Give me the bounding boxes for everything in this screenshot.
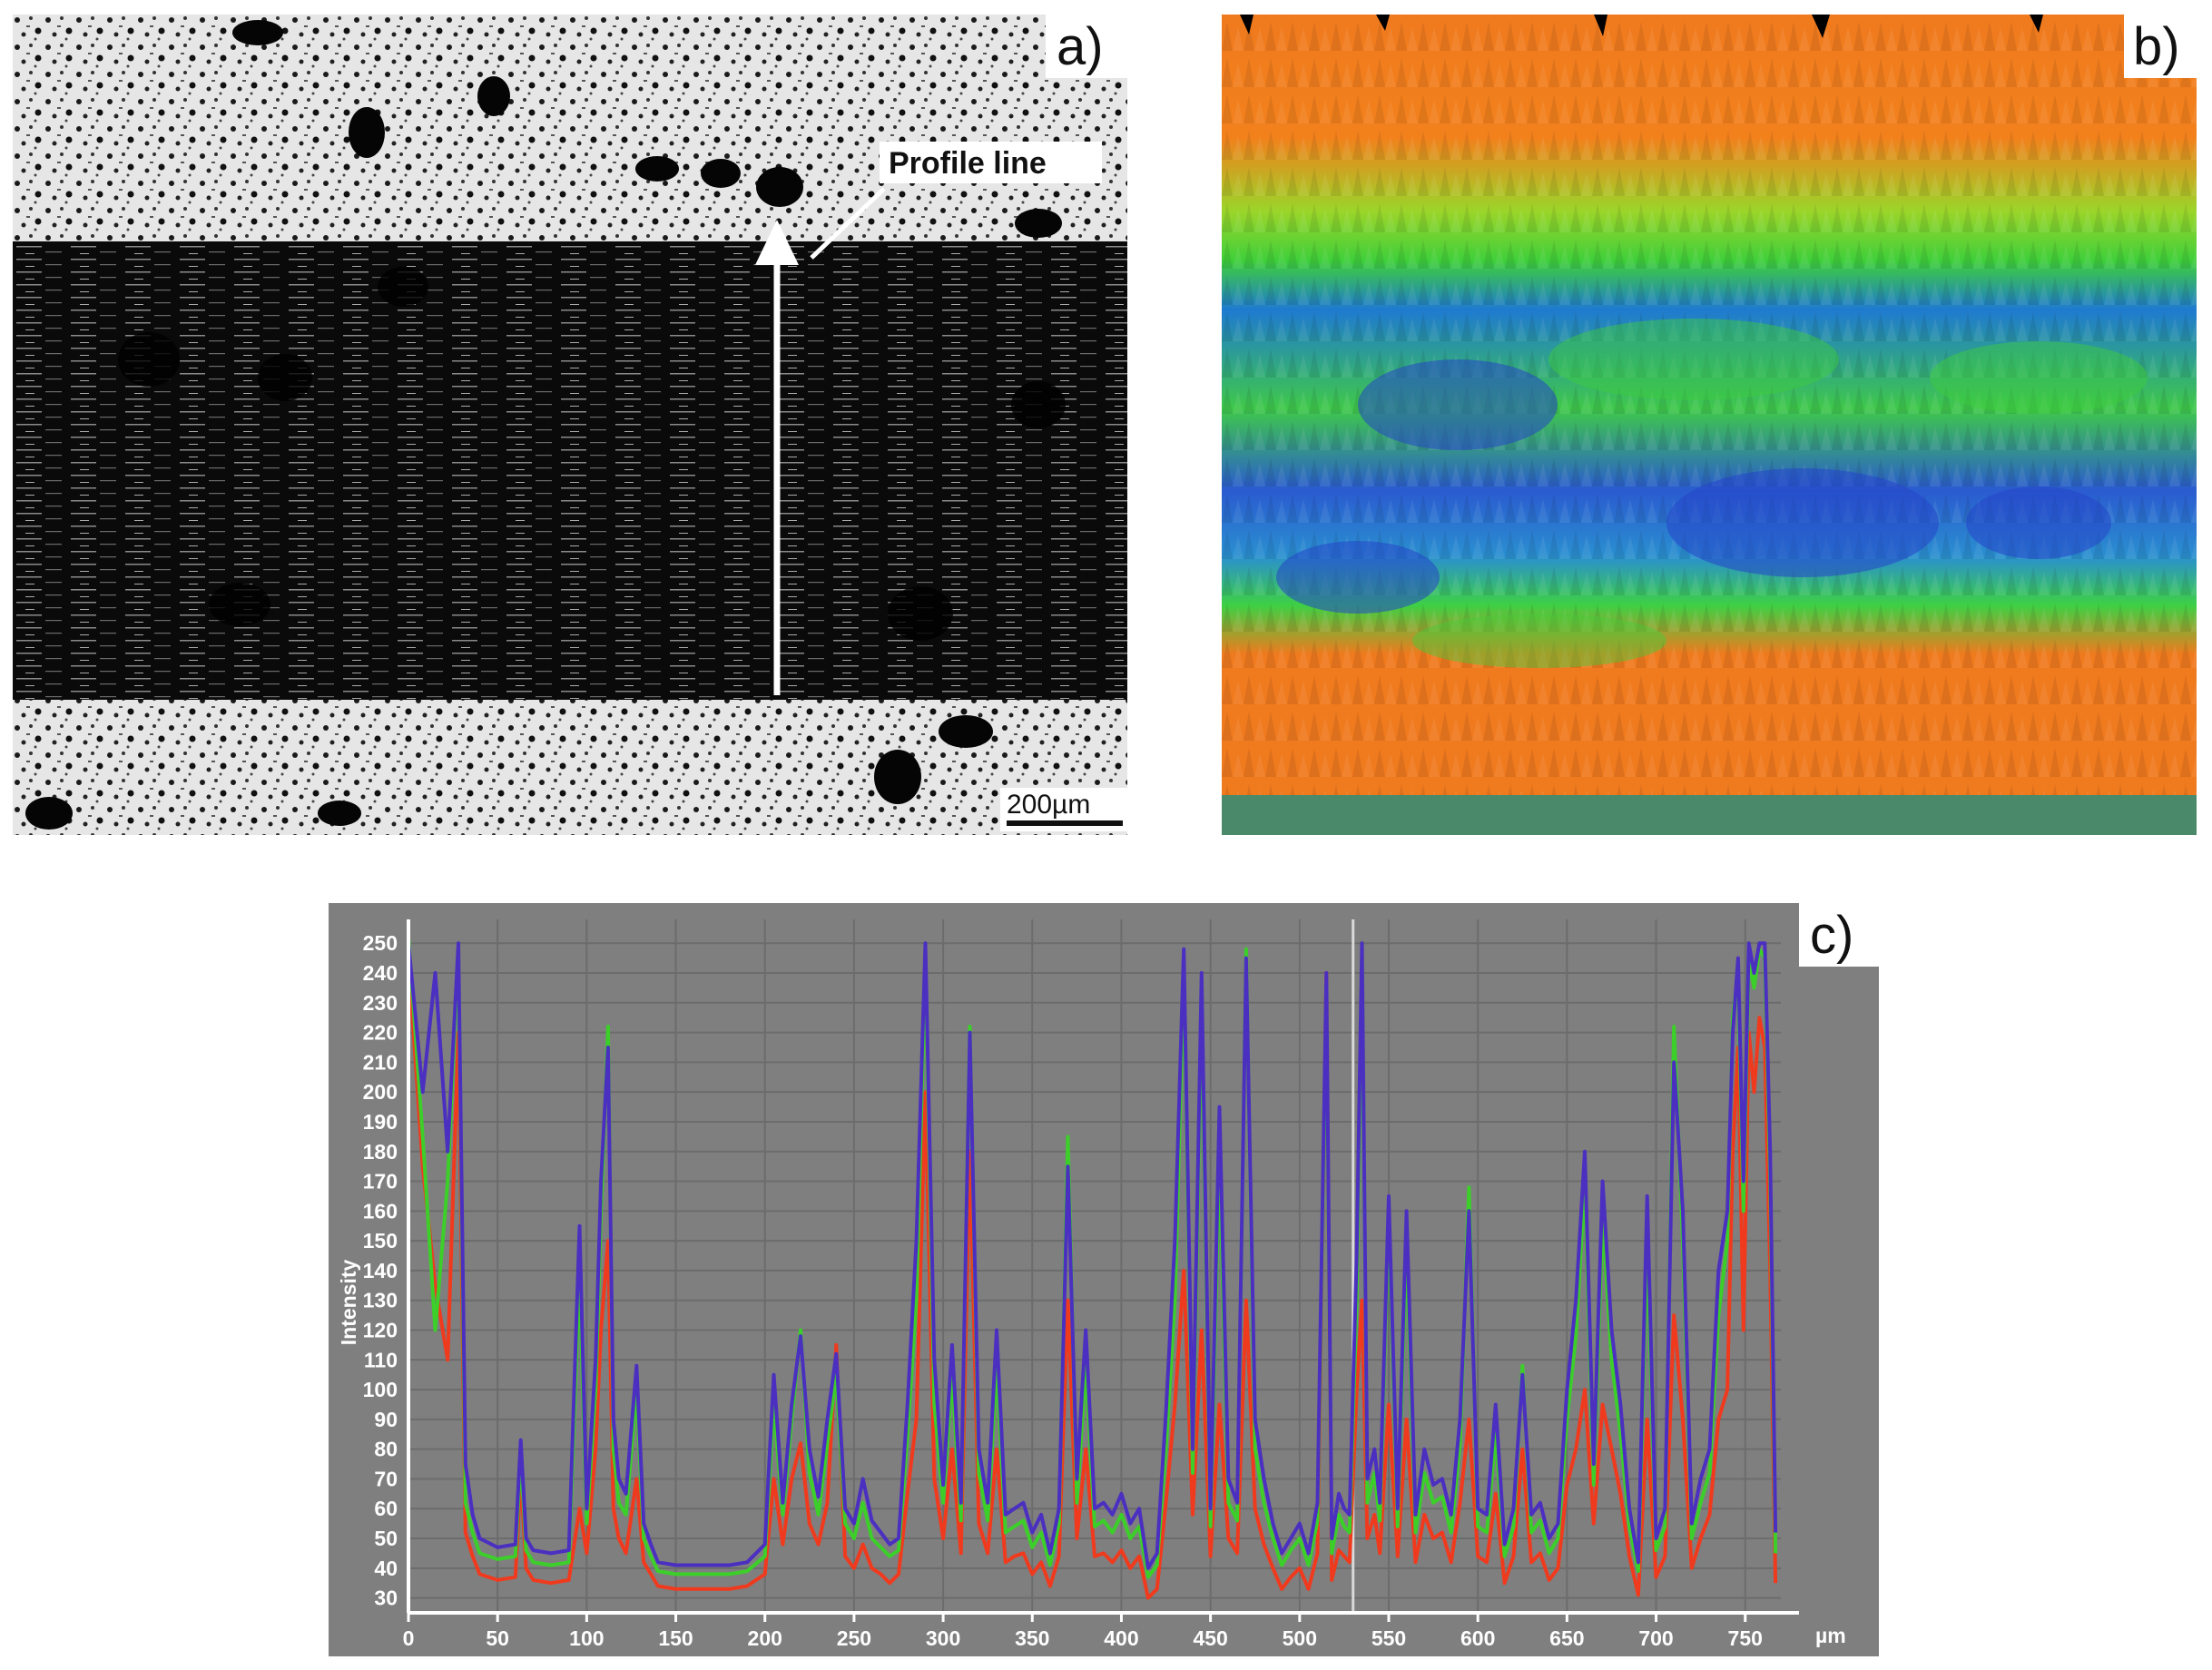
- y-tick-label: 160: [363, 1199, 398, 1223]
- x-tick-label: 600: [1460, 1626, 1495, 1650]
- x-tick-label: 0: [403, 1626, 415, 1650]
- x-tick-label: 350: [1015, 1626, 1049, 1650]
- profile-line-arrowhead: [755, 220, 799, 265]
- coating-region-top: [13, 15, 1127, 250]
- surface-base: [1222, 795, 2197, 835]
- y-tick-label: 40: [374, 1557, 398, 1580]
- x-tick-label: 300: [926, 1626, 960, 1650]
- intensity-profile-chart: 30 40 50 60 70 80 90 100 110 120 130 140 150 160 170 18…: [329, 903, 1879, 1656]
- scale-bar: [1007, 820, 1123, 826]
- series-group: [407, 937, 1778, 1600]
- annotation-background: [880, 142, 1102, 183]
- y-tick-label: 50: [374, 1527, 398, 1550]
- y-tick-label: 240: [363, 961, 398, 985]
- surface-plot: b): [1222, 15, 2197, 835]
- y-tick-label: 80: [374, 1438, 398, 1461]
- y-tick-label: 90: [374, 1408, 398, 1431]
- micrograph-image: Profile line a) 200µm: [13, 15, 1127, 835]
- letter-background-b: [2124, 15, 2197, 78]
- annotation-pointer: [810, 187, 886, 260]
- y-tick-label: 140: [363, 1259, 398, 1282]
- letter-background-c: [1799, 903, 1879, 967]
- series-line-blue: [407, 941, 1778, 1570]
- y-tick-label: 250: [363, 931, 398, 955]
- surface-panel: b): [1222, 15, 2197, 835]
- x-tick-label: 550: [1371, 1626, 1406, 1650]
- scale-bar-label: 200µm: [1007, 790, 1090, 820]
- x-axis-unit: µm: [1815, 1624, 1846, 1647]
- y-tick-label: 30: [374, 1586, 398, 1610]
- y-tick-label: 180: [363, 1140, 398, 1164]
- x-tick-label: 150: [658, 1626, 693, 1650]
- x-tick-label: 250: [837, 1626, 871, 1650]
- y-tick-label: 130: [363, 1289, 398, 1312]
- axes: [407, 919, 1799, 1622]
- x-tick-label: 100: [569, 1626, 604, 1650]
- micrograph-panel: Profile line a) 200µm: [13, 15, 1127, 835]
- x-tick-label: 400: [1104, 1626, 1138, 1650]
- surface-texture: [1222, 15, 2197, 835]
- y-tick-label: 220: [363, 1021, 398, 1045]
- x-tick-label: 650: [1549, 1626, 1584, 1650]
- y-tick-label: 190: [363, 1110, 398, 1134]
- y-tick-label: 110: [364, 1348, 398, 1371]
- y-tick-label: 200: [363, 1080, 398, 1104]
- panel-label-c: c): [1810, 906, 1853, 965]
- y-tick-label: 100: [363, 1378, 398, 1401]
- profile-chart-panel: 30 40 50 60 70 80 90 100 110 120 130 140 150 160 170 18…: [329, 903, 1879, 1656]
- x-tick-label: 200: [748, 1626, 782, 1650]
- wear-track: [13, 241, 1127, 704]
- x-tick-label: 700: [1638, 1626, 1673, 1650]
- x-tick-label: 50: [486, 1626, 509, 1650]
- tick-labels: 30 40 50 60 70 80 90 100 110 120 130 140 150 160 170 18…: [363, 931, 1763, 1650]
- panel-label-b: b): [2133, 17, 2180, 76]
- y-tick-label: 70: [374, 1467, 398, 1490]
- series-line-green: [407, 937, 1778, 1579]
- coating-region-bottom: [13, 700, 1127, 835]
- panel-label-a: a): [1057, 17, 1104, 76]
- x-tick-label: 750: [1728, 1626, 1763, 1650]
- y-tick-label: 170: [363, 1170, 398, 1194]
- y-tick-label: 230: [363, 991, 398, 1015]
- x-tick-label: 450: [1193, 1626, 1227, 1650]
- letter-background-a: [1046, 15, 1127, 78]
- y-tick-label: 150: [363, 1229, 398, 1252]
- y-tick-label: 120: [363, 1318, 398, 1341]
- y-axis-label: Intensity: [337, 1260, 360, 1346]
- y-tick-label: 210: [363, 1050, 398, 1074]
- series-line-red: [407, 958, 1778, 1600]
- profile-line-label: Profile line: [889, 146, 1047, 181]
- y-tick-label: 60: [374, 1497, 398, 1520]
- x-tick-label: 500: [1283, 1626, 1317, 1650]
